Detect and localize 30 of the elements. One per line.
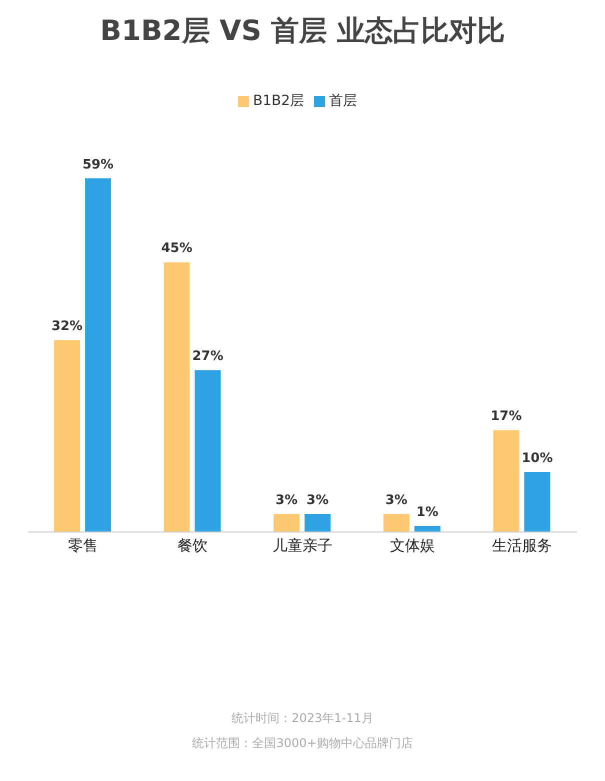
data-label: 10% — [522, 451, 553, 466]
bar — [414, 526, 440, 532]
bar — [304, 514, 331, 532]
bar — [493, 430, 520, 532]
bar — [194, 370, 221, 532]
data-label: 17% — [490, 409, 522, 424]
x-tick-label: 零售 — [68, 536, 98, 555]
data-label: 3% — [306, 493, 329, 508]
bar — [383, 514, 410, 532]
chart-title: B1B2层 VS 首层 业态占比对比 — [99, 13, 506, 49]
data-label: 59% — [82, 157, 114, 172]
legend-label: B1B2层 — [252, 93, 304, 109]
data-label: 1% — [416, 505, 438, 520]
x-tick-label: 生活服务 — [492, 536, 552, 555]
data-label: 32% — [51, 319, 83, 334]
text: 统计范围：全国3000+购物中心品牌门店 — [191, 735, 414, 752]
text: 统计时间：2023年1-11月 — [230, 710, 374, 727]
x-tick-label: 儿童亲子 — [272, 536, 332, 555]
bar — [54, 340, 80, 532]
legend-label: 首层 — [329, 93, 358, 109]
data-label: 3% — [276, 493, 298, 508]
bar — [85, 178, 111, 532]
bar — [274, 514, 300, 532]
bar — [164, 262, 190, 532]
bar — [524, 472, 550, 532]
x-tick-label: 餐饮 — [178, 536, 208, 555]
data-label: 27% — [192, 349, 224, 364]
x-tick-label: 文体娱 — [390, 536, 435, 555]
data-label: 3% — [385, 493, 408, 508]
data-label: 45% — [161, 241, 192, 256]
